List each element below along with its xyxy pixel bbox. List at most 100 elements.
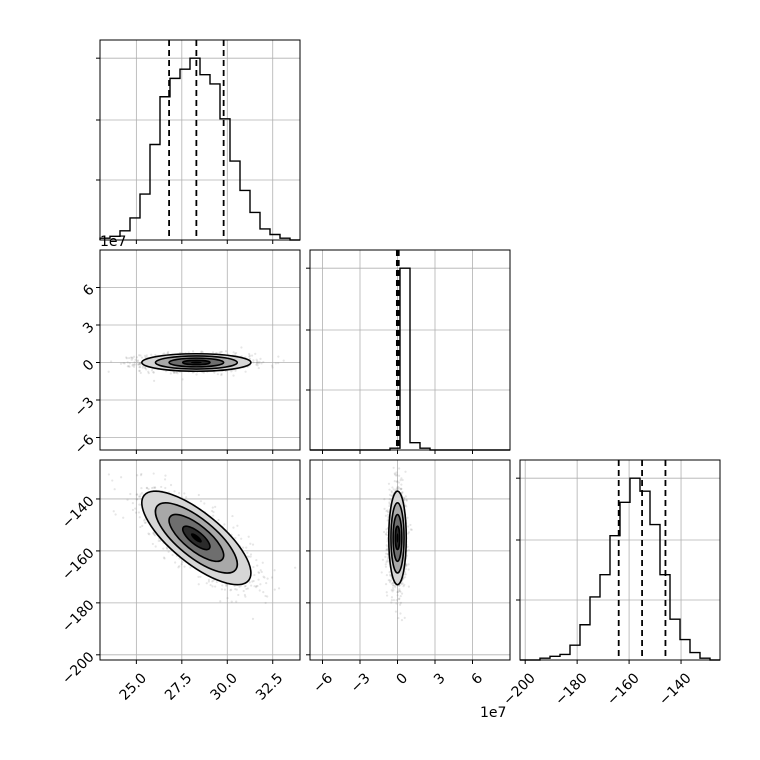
sample-point (400, 592, 404, 595)
sample-point (122, 516, 125, 519)
sample-point (220, 372, 223, 376)
sample-point (164, 486, 167, 490)
sample-point (396, 485, 399, 488)
sample-point (232, 374, 235, 377)
sample-point (125, 356, 128, 359)
sample-point (273, 588, 276, 591)
sample-point (176, 372, 179, 375)
density-1-0-4 (190, 361, 202, 364)
sample-point (395, 602, 398, 605)
sample-point (391, 581, 395, 584)
sample-point (391, 590, 394, 593)
sample-point (386, 547, 389, 551)
sample-point (234, 369, 237, 372)
sample-point (122, 361, 125, 365)
sample-point (131, 508, 135, 512)
sample-point (226, 596, 229, 600)
sample-point (386, 509, 389, 512)
density-2-0-4 (190, 533, 202, 543)
sample-point (237, 534, 240, 537)
x-tick-label-0-3: 32.5 (253, 670, 286, 703)
sample-point (397, 616, 400, 620)
sample-point (145, 368, 148, 371)
sample-point (248, 354, 251, 357)
sample-point (153, 534, 157, 537)
sample-point (402, 584, 405, 588)
sample-point (220, 373, 223, 377)
sample-point (395, 473, 398, 476)
sample-point (390, 490, 393, 493)
sample-point (199, 351, 203, 354)
sample-point (163, 478, 167, 481)
sample-point (162, 556, 166, 559)
sample-point (140, 487, 143, 490)
sample-point (398, 598, 401, 601)
sample-point (147, 487, 150, 491)
y-tick-label-1-3: 3 (80, 319, 98, 337)
panel-frame-2-1 (309, 459, 511, 661)
sample-point (386, 552, 389, 556)
sample-point (263, 576, 266, 579)
sample-point (175, 371, 178, 374)
sample-point (195, 373, 198, 376)
sample-point (258, 589, 261, 592)
sample-point (183, 492, 186, 495)
sample-point (398, 474, 401, 477)
contour-2-0-2 (154, 502, 239, 574)
sample-point (138, 354, 141, 357)
sample-point (131, 357, 134, 360)
sample-point (294, 566, 297, 569)
sample-point (395, 488, 398, 491)
sample-point (136, 474, 139, 477)
sample-point (277, 587, 281, 590)
x-tick-label-1-1: −3 (348, 670, 374, 696)
x-tick-label-1-2: 0 (393, 670, 411, 688)
y-offset-text-1: 1e7 (100, 234, 126, 250)
sample-point (203, 502, 206, 505)
sample-point (404, 567, 407, 571)
sample-point (273, 569, 276, 572)
sample-point (385, 594, 389, 597)
sample-point (406, 545, 409, 548)
y-tick-label-2-3: −140 (59, 493, 98, 532)
sample-point (265, 582, 268, 585)
sample-point (396, 480, 399, 483)
sample-point (401, 490, 404, 494)
sample-point (216, 373, 219, 376)
sample-point (409, 523, 412, 527)
sample-point (134, 507, 137, 510)
sample-point (229, 589, 232, 592)
sample-point (260, 362, 263, 365)
sample-point (282, 359, 285, 362)
sample-point (401, 491, 404, 495)
sample-point (400, 619, 404, 622)
sample-point (147, 372, 150, 375)
sample-point (157, 539, 160, 542)
sample-point (262, 360, 265, 364)
contour-2-0-3 (141, 490, 252, 586)
sample-point (134, 358, 137, 361)
sample-point (393, 479, 396, 483)
sample-point (384, 514, 387, 517)
sample-point (388, 504, 391, 508)
sample-point (252, 565, 255, 569)
sample-point (254, 586, 258, 589)
sample-point (391, 586, 395, 590)
sample-point (153, 379, 156, 382)
sample-point (390, 494, 393, 497)
sample-point (128, 362, 131, 365)
sample-point (386, 510, 390, 514)
panel-2-1: −6 −3 0 3 6 (306, 459, 511, 696)
sample-point (270, 576, 274, 579)
sample-point (246, 587, 250, 590)
sample-point (407, 531, 411, 534)
sample-point (119, 362, 123, 365)
sample-point (178, 565, 181, 568)
sample-point (241, 546, 245, 549)
sample-point (209, 583, 212, 587)
sample-point (231, 514, 234, 518)
sample-point (258, 571, 261, 575)
sample-point (162, 352, 166, 355)
sample-point (138, 362, 141, 365)
sample-point (398, 597, 401, 600)
